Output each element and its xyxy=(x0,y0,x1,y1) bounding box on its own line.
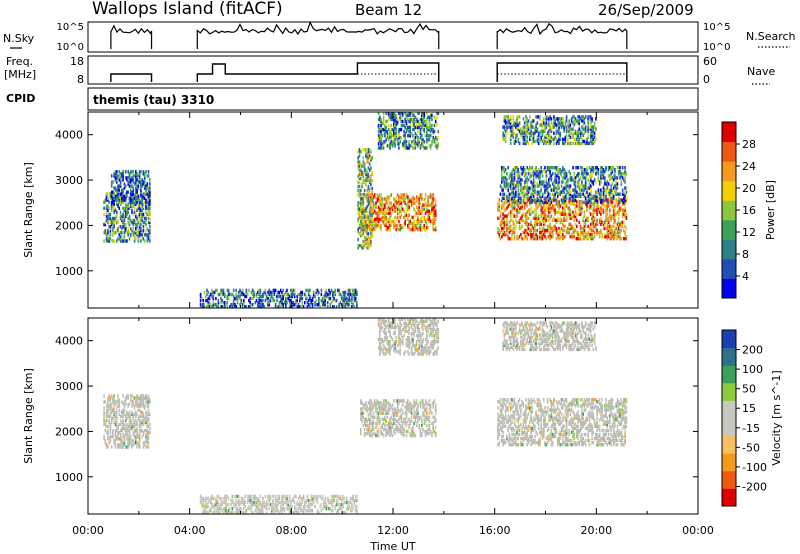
scatter-region-6 xyxy=(502,321,597,352)
colorbar-swatch-5 xyxy=(722,200,736,221)
nave-tick-high: 60 xyxy=(703,55,717,68)
colorbar-swatch-10 xyxy=(722,330,736,349)
colorbar-tick-6: 50 xyxy=(742,383,756,396)
colorbar-tick-5: 15 xyxy=(742,402,756,415)
ytick-label-2: 2000 xyxy=(55,425,83,438)
colorbar-swatch-7 xyxy=(722,382,736,401)
scatter-region-5 xyxy=(357,148,373,250)
velocity-data-cells xyxy=(103,317,628,515)
colorbar-swatch-4 xyxy=(722,435,736,454)
noise-tick-high-left: 10^5 xyxy=(57,22,84,33)
beam-label: Beam 12 xyxy=(355,1,422,19)
nave-tick-low: 0 xyxy=(703,73,710,86)
scatter-region-4 xyxy=(377,317,440,356)
scatter-region-8 xyxy=(499,166,628,205)
colorbar-tick-4: -15 xyxy=(742,422,760,435)
noise-tick-low-right: 10^0 xyxy=(703,42,730,53)
scatter-region-1 xyxy=(103,192,151,243)
xtick-label-3: 08:00 xyxy=(275,524,307,537)
colorbar-tick-2: 8 xyxy=(742,248,749,261)
colorbar-tick-2: -100 xyxy=(742,461,767,474)
colorbar-tick-7: 28 xyxy=(742,138,756,151)
xtick-label-7: 00:00 xyxy=(682,524,714,537)
scatter-region-3 xyxy=(199,288,358,309)
cpid-label: CPID xyxy=(6,92,35,105)
colorbar-swatch-3 xyxy=(722,453,736,472)
velocity-colorbar: -200 -100 -50 -15 15 50 100 200 Velocity [m s^-… xyxy=(721,329,783,507)
freq-panel: Freq. [MHz] 18 8 60 0 Nave xyxy=(4,55,775,86)
power-colorbar-label: Power [dB] xyxy=(764,180,777,240)
noise-tick-high-right: 10^5 xyxy=(703,22,730,33)
colorbar-swatch-9 xyxy=(722,122,736,143)
xtick-label-6: 20:00 xyxy=(580,524,612,537)
colorbar-swatch-8 xyxy=(722,365,736,384)
xtick-label-1: 00:00 xyxy=(72,524,104,537)
colorbar-tick-7: 100 xyxy=(742,363,763,376)
freq-trace xyxy=(110,62,628,82)
noise-trace xyxy=(110,20,628,49)
xtick-label-4: 12:00 xyxy=(377,524,409,537)
ytick-label-4: 4000 xyxy=(55,129,83,142)
ytick-label-3: 3000 xyxy=(55,380,83,393)
colorbar-swatch-8 xyxy=(722,141,736,162)
colorbar-tick-1: -200 xyxy=(742,480,767,493)
colorbar-swatch-2 xyxy=(722,470,736,489)
xtick-label-2: 04:00 xyxy=(174,524,206,537)
scatter-region-1 xyxy=(103,394,151,449)
colorbar-swatch-1 xyxy=(722,488,736,507)
nsky-label: N.Sky xyxy=(3,32,35,45)
ytick-label-4: 4000 xyxy=(55,335,83,348)
scatter-region-9 xyxy=(502,115,597,146)
noise-tick-low-left: 10^0 xyxy=(57,42,84,53)
velocity-xlabel: Time UT xyxy=(369,540,415,553)
nsearch-label: N.Search xyxy=(746,30,796,43)
scatter-region-2 xyxy=(199,494,358,515)
scatter-region-5 xyxy=(497,398,628,447)
scatter-region-2 xyxy=(110,170,151,205)
velocity-ylabel: Slant Range [km] xyxy=(22,368,35,464)
colorbar-swatch-6 xyxy=(722,180,736,201)
power-panel: 1000 2000 3000 4000 Slant Range [km] xyxy=(22,111,699,309)
colorbar-swatch-9 xyxy=(722,347,736,366)
colorbar-swatch-6 xyxy=(722,400,736,419)
freq-tick-low: 8 xyxy=(77,73,84,86)
station-title: Wallops Island (fitACF) xyxy=(92,0,283,19)
scatter-region-7 xyxy=(497,198,628,241)
ytick-label-1: 1000 xyxy=(55,471,83,484)
velocity-colorbar-label: Velocity [m s^-1] xyxy=(770,370,783,465)
date-label: 26/Sep/2009 xyxy=(598,1,694,19)
nave-label: Nave xyxy=(747,65,775,78)
colorbar-swatch-5 xyxy=(722,418,736,437)
colorbar-swatch-1 xyxy=(722,278,736,299)
cpid-value: themis (tau) 3310 xyxy=(93,93,214,107)
colorbar-swatch-2 xyxy=(722,258,736,279)
power-ylabel: Slant Range [km] xyxy=(22,162,35,258)
colorbar-tick-8: 200 xyxy=(742,344,763,357)
ytick-label-3: 3000 xyxy=(55,174,83,187)
scatter-region-6 xyxy=(377,111,440,150)
colorbar-tick-3: 12 xyxy=(742,226,756,239)
freq-tick-high: 18 xyxy=(70,55,84,68)
colorbar-tick-5: 20 xyxy=(742,182,756,195)
colorbar-tick-1: 4 xyxy=(742,270,749,283)
power-colorbar: 4 8 12 16 20 24 28 Power [dB] xyxy=(721,121,777,299)
freq-unit-label: [MHz] xyxy=(4,68,36,81)
colorbar-tick-4: 16 xyxy=(742,204,756,217)
velocity-panel: 1000 2000 3000 4000 00:00 04:00 08:00 12:00 16:… xyxy=(22,317,714,553)
colorbar-swatch-4 xyxy=(722,219,736,240)
colorbar-tick-3: -50 xyxy=(742,441,760,454)
colorbar-swatch-3 xyxy=(722,239,736,260)
colorbar-tick-6: 24 xyxy=(742,160,756,173)
ytick-label-2: 2000 xyxy=(55,219,83,232)
scatter-region-3 xyxy=(360,399,437,438)
freq-label: Freq. xyxy=(6,55,33,68)
noise-panel: N.Sky 10^5 10^0 10^5 10^0 N.Search xyxy=(3,20,796,53)
power-data-cells xyxy=(103,111,628,309)
colorbar-swatch-7 xyxy=(722,161,736,182)
xtick-label-5: 16:00 xyxy=(479,524,511,537)
ytick-label-1: 1000 xyxy=(55,265,83,278)
